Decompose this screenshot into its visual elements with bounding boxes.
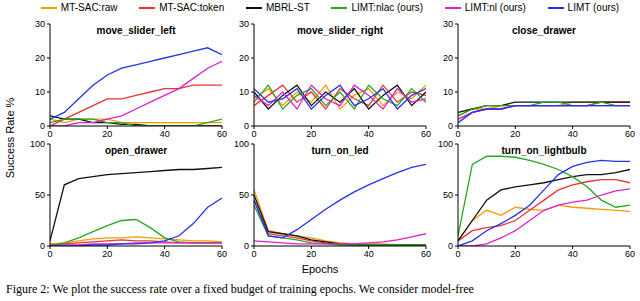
svg-text:60: 60	[421, 129, 431, 139]
svg-text:30: 30	[35, 20, 45, 29]
svg-text:0: 0	[251, 249, 256, 259]
svg-text:20: 20	[510, 129, 520, 139]
svg-text:20: 20	[306, 129, 316, 139]
svg-text:100: 100	[234, 140, 249, 149]
svg-text:0: 0	[251, 129, 256, 139]
svg-text:0: 0	[455, 129, 460, 139]
svg-text:20: 20	[102, 249, 112, 259]
svg-text:10: 10	[239, 87, 249, 97]
html-text:LIMT:nlac (ours): LIMT:nlac (ours)	[351, 2, 424, 13]
svg-text:30: 30	[239, 20, 249, 29]
svg-text:50: 50	[239, 190, 249, 200]
html-text:LIMT:nl (ours): LIMT:nl (ours)	[464, 2, 526, 13]
svg-text:100: 100	[438, 140, 453, 149]
html-text:turn_on_led: turn_on_led	[311, 145, 369, 156]
svg-text:60: 60	[217, 249, 227, 259]
svg-text:0: 0	[455, 249, 460, 259]
svg-text:60: 60	[625, 129, 632, 139]
html-text:close_drawer: close_drawer	[512, 25, 576, 36]
svg-text:40: 40	[568, 129, 578, 139]
svg-text:0: 0	[448, 241, 453, 251]
html-text:MBRL-ST: MBRL-ST	[265, 2, 310, 13]
svg-text:10: 10	[443, 87, 453, 97]
svg-text:40: 40	[160, 129, 170, 139]
svg-text:20: 20	[239, 53, 249, 63]
svg-text:20: 20	[306, 249, 316, 259]
svg-text:0: 0	[448, 121, 453, 131]
svg-text:0: 0	[47, 129, 52, 139]
svg-text:20: 20	[35, 53, 45, 63]
html-text:MT-SAC:token: MT-SAC:token	[159, 2, 225, 13]
svg-text:100: 100	[30, 140, 45, 149]
svg-text:30: 30	[443, 20, 453, 29]
svg-text:50: 50	[443, 190, 453, 200]
svg-text:0: 0	[244, 121, 249, 131]
svg-text:0: 0	[40, 121, 45, 131]
html-text:Figure 2: We plot the success: Figure 2: We plot the success rate over …	[6, 282, 474, 296]
svg-text:40: 40	[160, 249, 170, 259]
html-text:LIMT (ours): LIMT (ours)	[567, 2, 620, 13]
svg-text:20: 20	[443, 53, 453, 63]
svg-text:60: 60	[217, 129, 227, 139]
svg-text:40: 40	[364, 249, 374, 259]
svg-text:0: 0	[244, 241, 249, 251]
svg-text:0: 0	[47, 249, 52, 259]
svg-text:10: 10	[35, 87, 45, 97]
html-text:MT-SAC:raw: MT-SAC:raw	[60, 2, 118, 13]
svg-text:60: 60	[421, 249, 431, 259]
svg-text:0: 0	[40, 241, 45, 251]
html-text:open_drawer: open_drawer	[104, 145, 168, 156]
svg-text:60: 60	[625, 249, 632, 259]
html-text:move_slider_left: move_slider_left	[96, 25, 176, 36]
svg-text:40: 40	[568, 249, 578, 259]
html-text:move_slider_right: move_slider_right	[296, 25, 384, 36]
svg-text:20: 20	[510, 249, 520, 259]
svg-text:50: 50	[35, 190, 45, 200]
svg-text:20: 20	[102, 129, 112, 139]
html-text:Epochs: Epochs	[301, 263, 339, 275]
html-text:Success Rate %: Success Rate %	[4, 97, 16, 179]
html-text:turn_on_lightbulb: turn_on_lightbulb	[501, 145, 587, 156]
svg-text:40: 40	[364, 129, 374, 139]
